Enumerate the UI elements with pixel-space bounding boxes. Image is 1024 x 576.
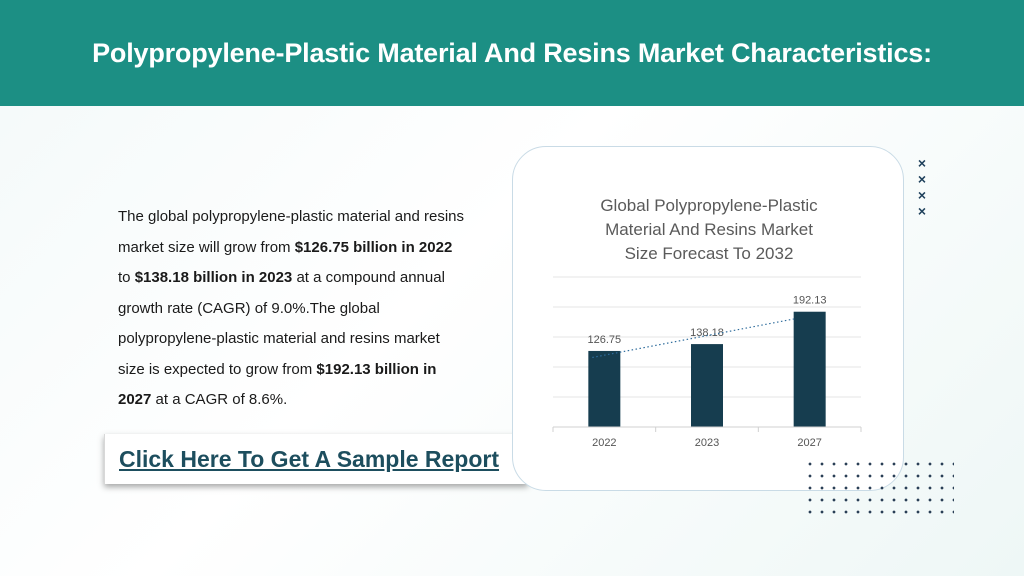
data-label-2023: 138.18	[690, 327, 724, 339]
x-tick-label-2023: 2023	[695, 437, 719, 449]
data-label-2022: 126.75	[588, 334, 622, 346]
bar-2022	[588, 350, 621, 427]
dot-grid-decoration	[804, 458, 954, 518]
data-label-2027: 192.13	[793, 295, 827, 307]
x-mark-icon: ×	[917, 187, 927, 203]
desc-text-2: to	[118, 269, 135, 286]
x-mark-icon: ×	[917, 155, 927, 171]
chart-card: Global Polypropylene-Plastic Material And…	[512, 146, 904, 491]
desc-value-2022: $126.75 billion in 2022	[294, 238, 453, 256]
desc-value-2027: $192.13 billion in 2027	[118, 360, 437, 409]
sample-report-link[interactable]: Click Here To Get A Sample Report	[119, 445, 500, 472]
x-marks-decoration: × × × ×	[915, 156, 929, 219]
desc-text-4: at a CAGR of 8.6%.	[151, 391, 288, 408]
x-tick-label-2027: 2027	[797, 437, 821, 449]
sample-report-button[interactable]: Click Here To Get A Sample Report	[104, 434, 528, 484]
x-mark-icon: ×	[917, 203, 927, 219]
chart-title-line: Size Forecast To 2032	[625, 244, 794, 263]
bar-2023	[691, 344, 723, 427]
market-description: The global polypropylene-plastic materia…	[118, 202, 468, 416]
header-bar: Polypropylene-Plastic Material And Resin…	[0, 0, 1024, 106]
forecast-chart: Global Polypropylene-Plastic Material And…	[552, 196, 862, 449]
desc-text-1: The global polypropylene-plastic materia…	[118, 208, 465, 256]
x-tick-label-2022: 2022	[592, 437, 616, 449]
page-title: Polypropylene-Plastic Material And Resin…	[92, 37, 932, 68]
chart-title-line: Material And Resins Market	[605, 220, 813, 239]
chart-title-line: Global Polypropylene-Plastic	[600, 196, 818, 215]
x-mark-icon: ×	[917, 171, 927, 187]
trendline	[592, 318, 796, 359]
bar-2027	[793, 311, 826, 427]
desc-value-2023: $138.18 billion in 2023	[134, 269, 293, 286]
desc-text-3: at a compound annual growth rate (CAGR) …	[118, 269, 445, 378]
